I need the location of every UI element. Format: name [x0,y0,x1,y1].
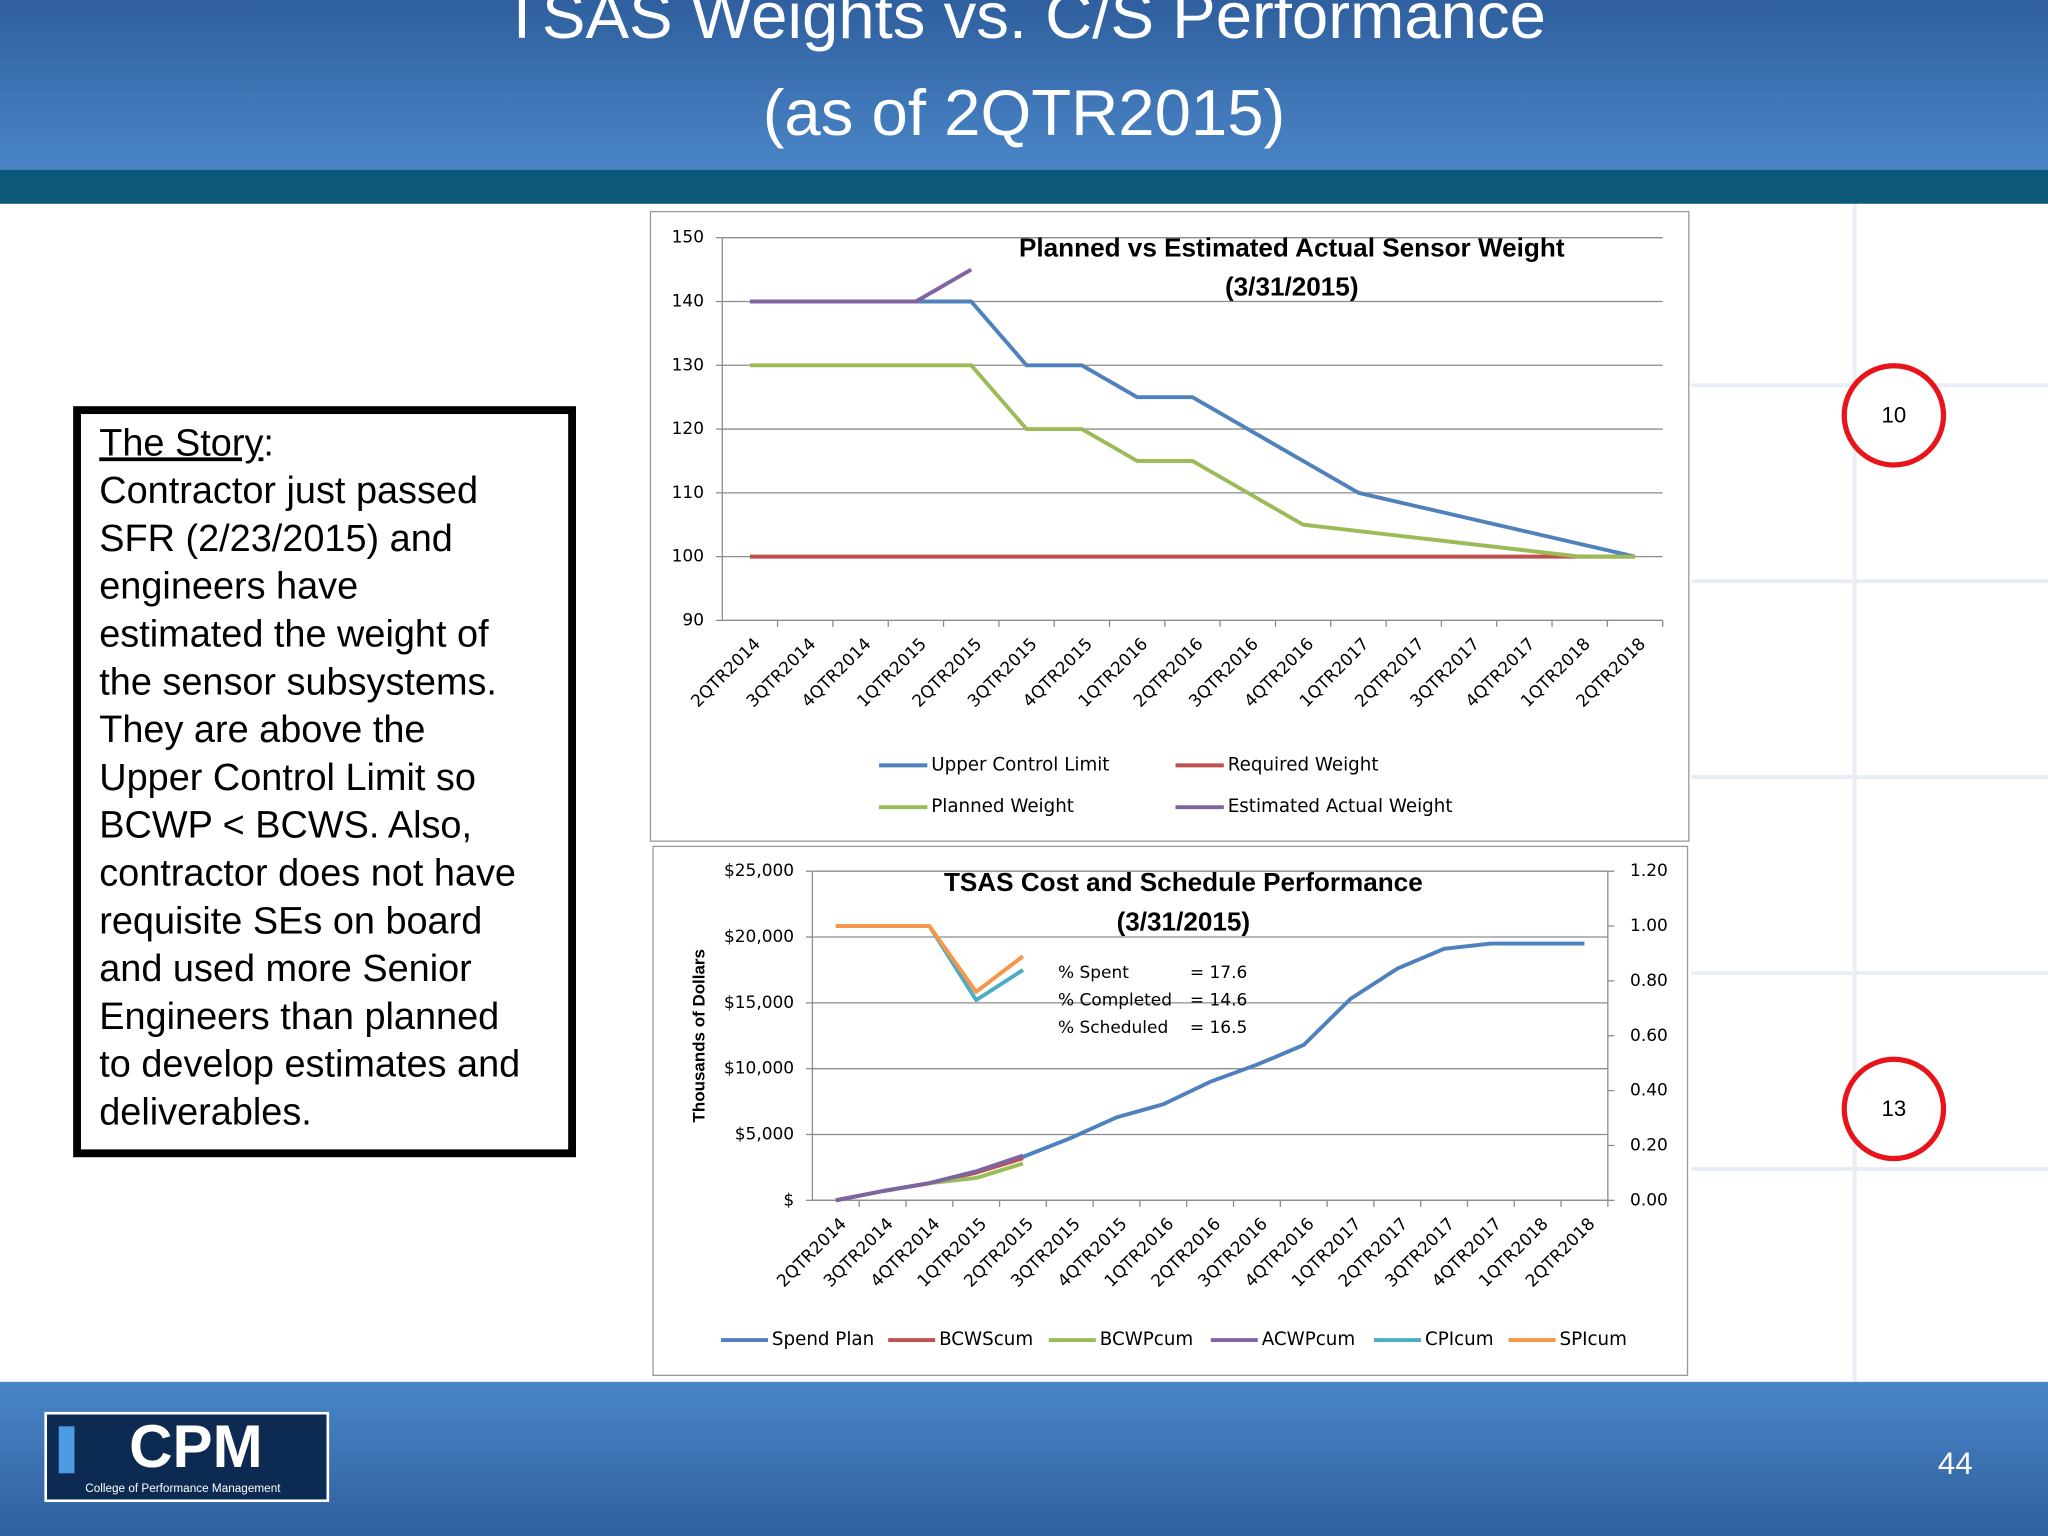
story-line: estimated the weight of [99,613,489,655]
legend-label: BCWPcum [1100,1329,1193,1350]
logo [44,1411,330,1503]
header-stripe [0,169,2048,204]
story-heading-suffix: : [263,422,274,464]
y-tick-label: 150 [672,228,704,248]
marker-circle [1841,1056,1947,1162]
annotation-label: % Scheduled [1058,1018,1168,1038]
story-text: Contractor just passed SFR (2/23/2015) an… [99,470,520,1133]
story-line: the sensor subsystems. [99,661,497,703]
y-tick-label: $5,000 [735,1124,794,1144]
story-line: Upper Control Limit so [99,757,476,799]
y-tick-label: $10,000 [724,1059,794,1079]
y-tick-label: $ [783,1190,794,1210]
legend-label: CPIcum [1425,1329,1494,1350]
y2-tick-label: 0.40 [1630,1081,1668,1101]
slide-title: (as of 2QTR2015) [763,76,1286,149]
story-line: requisite SEs on board [99,900,482,942]
slide-title: TSAS Weights vs. C/S Performance [502,0,1546,52]
y-tick-label: 100 [672,547,704,567]
chart-title: TSAS Cost and Schedule Performance [944,867,1423,897]
y2-tick-label: 1.00 [1630,916,1668,936]
story-line: BCWP < BCWS. Also, [99,805,472,847]
story-line: deliverables. [99,1092,312,1134]
annotation-value: = 14.6 [1190,990,1247,1010]
y-tick-label: 130 [672,355,704,375]
story-line: Contractor just passed [99,470,478,512]
story-line: to develop estimates and [99,1044,520,1086]
story-box [73,406,576,1158]
marker-circle [1841,363,1947,468]
y-tick-label: 90 [682,610,704,630]
y-tick-label: $20,000 [724,927,794,947]
story-line: Engineers than planned [99,996,499,1038]
logo-mark [58,1426,75,1474]
legend-label: Spend Plan [772,1329,874,1350]
series-line [749,363,1636,559]
y-tick-label: 140 [672,291,704,311]
story-line: and used more Senior [99,948,472,990]
legend-label: Planned Weight [931,796,1074,817]
page-number: 44 [1938,1446,1973,1481]
legend-label: SPIcum [1560,1329,1627,1350]
annotation-value: = 17.6 [1190,963,1247,983]
series-line [749,267,973,304]
chart-frame [652,845,1689,1376]
chart-title: (3/31/2015) [1117,906,1251,936]
y-tick-label: $25,000 [724,861,794,881]
annotation-label: % Completed [1058,990,1172,1010]
logo-subtitle: College of Performance Management [85,1482,281,1495]
series-line [835,924,1025,994]
story-line: engineers have [99,566,358,608]
marker-label: 13 [1882,1096,1907,1121]
logo-name: CPM [129,1413,263,1480]
chart-frame [649,210,1690,842]
y-tick-label: 110 [672,483,704,503]
legend-label: Estimated Actual Weight [1228,796,1453,817]
legend-label: Upper Control Limit [931,754,1109,775]
chart-title: (3/31/2015) [1225,272,1359,302]
story-heading: The Story: [99,422,274,464]
legend-label: ACWPcum [1262,1329,1355,1350]
y2-tick-label: 0.80 [1630,971,1668,991]
annotation-value: = 16.5 [1190,1018,1247,1038]
header-band [0,0,2048,173]
story-line: They are above the [99,709,425,751]
y2-tick-label: 0.20 [1630,1135,1668,1155]
annotation-label: % Spent [1058,963,1129,983]
y2-tick-label: 0.60 [1630,1026,1668,1046]
story-line: contractor does not have [99,852,516,894]
y2-tick-label: 0.00 [1630,1190,1668,1210]
legend-label: BCWScum [939,1329,1033,1350]
y-axis-label: Thousands of Dollars [690,949,709,1122]
footer-band [0,1381,2048,1536]
y-tick-label: $15,000 [724,993,794,1013]
y-tick-label: 120 [672,419,704,439]
marker-label: 10 [1882,403,1907,428]
chart-title: Planned vs Estimated Actual Sensor Weigh… [1019,232,1565,262]
legend-label: Required Weight [1228,754,1379,775]
y2-tick-label: 1.20 [1630,861,1668,881]
story-heading-text: The Story [99,422,263,464]
series-line [835,1153,1024,1203]
story-line: SFR (2/23/2015) and [99,518,453,560]
